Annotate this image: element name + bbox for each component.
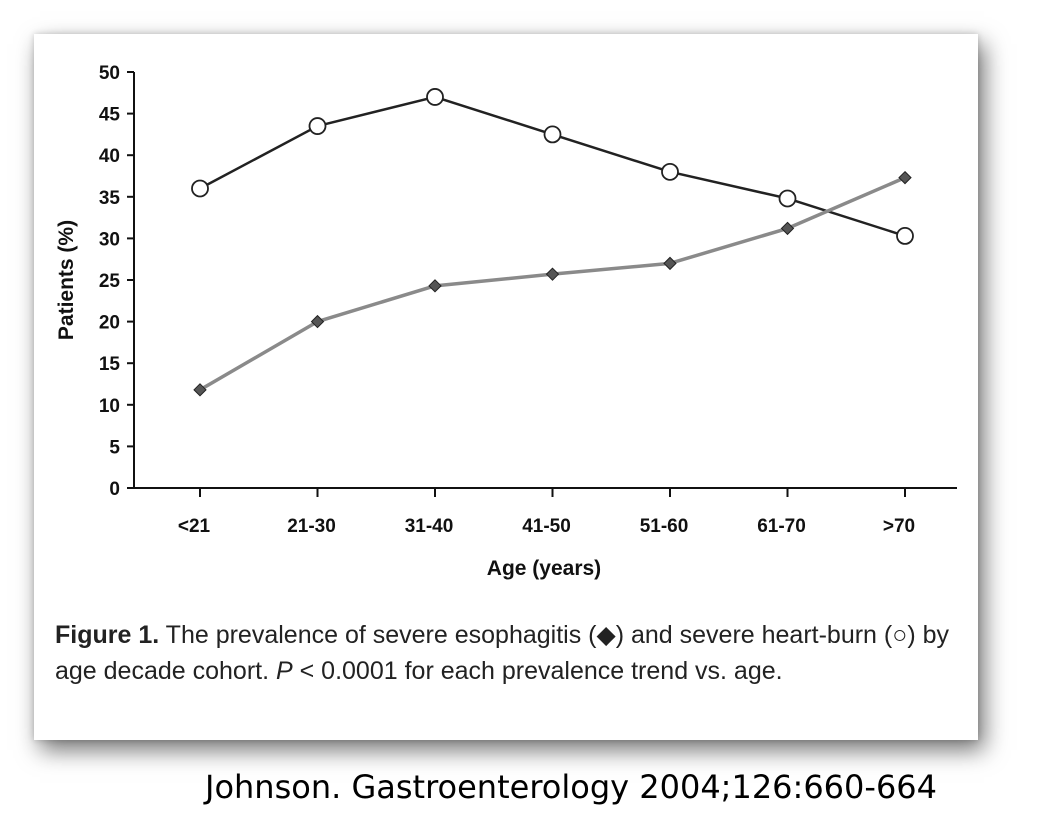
figure-label: Figure 1. bbox=[55, 621, 160, 649]
esophagitis-data-point bbox=[663, 256, 677, 271]
series-layer bbox=[191, 88, 914, 397]
esophagitis-data-point bbox=[898, 170, 912, 185]
x-tick-label: >70 bbox=[883, 516, 915, 537]
caption-text-2: < 0.0001 for each prevalence trend vs. a… bbox=[292, 657, 783, 685]
figure-caption: Figure 1. The prevalence of severe esoph… bbox=[55, 617, 970, 689]
heartburn-series-line bbox=[199, 95, 906, 238]
esophagitis-data-point bbox=[428, 279, 442, 293]
x-tick-label: 51-60 bbox=[640, 516, 689, 537]
esophagitis-series-line bbox=[199, 176, 906, 392]
x-tick-label: 31-40 bbox=[405, 516, 454, 537]
heartburn-data-point bbox=[543, 125, 562, 144]
x-tick-label: 41-50 bbox=[522, 516, 571, 537]
heartburn-data-point bbox=[426, 88, 444, 106]
x-axis-title: Age (years) bbox=[487, 557, 601, 580]
figure-card bbox=[34, 34, 978, 740]
y-tick-label: 0 bbox=[109, 479, 120, 500]
x-tick-label: <21 bbox=[178, 516, 211, 537]
y-tick-label: 10 bbox=[99, 396, 120, 417]
y-ticks: 0 5 10 15 20 25 30 35 40 45 50 bbox=[99, 63, 134, 500]
p-value-symbol: P bbox=[276, 657, 293, 685]
y-tick-label: 30 bbox=[99, 229, 120, 250]
citation-text: Johnson. Gastroenterology 2004;126:660-6… bbox=[205, 768, 938, 806]
y-axis-title: Patients (%) bbox=[55, 220, 78, 340]
esophagitis-data-point bbox=[193, 383, 207, 397]
y-tick-label: 15 bbox=[99, 354, 121, 375]
x-ticks: <21 21-30 31-40 41-50 51-60 61-70 >70 bbox=[178, 488, 915, 537]
x-tick-label: 61-70 bbox=[757, 516, 806, 537]
x-tick-label: 21-30 bbox=[287, 516, 336, 537]
heartburn-data-point bbox=[191, 179, 209, 198]
esophagitis-data-point bbox=[310, 314, 325, 329]
heartburn-data-point bbox=[308, 117, 327, 135]
y-tick-label: 20 bbox=[99, 313, 120, 334]
esophagitis-data-point bbox=[780, 221, 795, 236]
y-tick-label: 40 bbox=[99, 146, 120, 167]
y-tick-label: 5 bbox=[109, 437, 120, 458]
caption-text-1: The prevalence of severe esophagitis (◆)… bbox=[55, 621, 950, 685]
y-tick-label: 25 bbox=[99, 271, 121, 292]
heartburn-data-point bbox=[661, 162, 679, 181]
heartburn-data-point bbox=[896, 227, 914, 245]
heartburn-data-point bbox=[778, 189, 797, 208]
y-tick-label: 50 bbox=[99, 63, 120, 84]
esophagitis-data-point bbox=[545, 267, 560, 281]
y-tick-label: 45 bbox=[99, 105, 121, 126]
y-tick-label: 35 bbox=[99, 188, 121, 209]
